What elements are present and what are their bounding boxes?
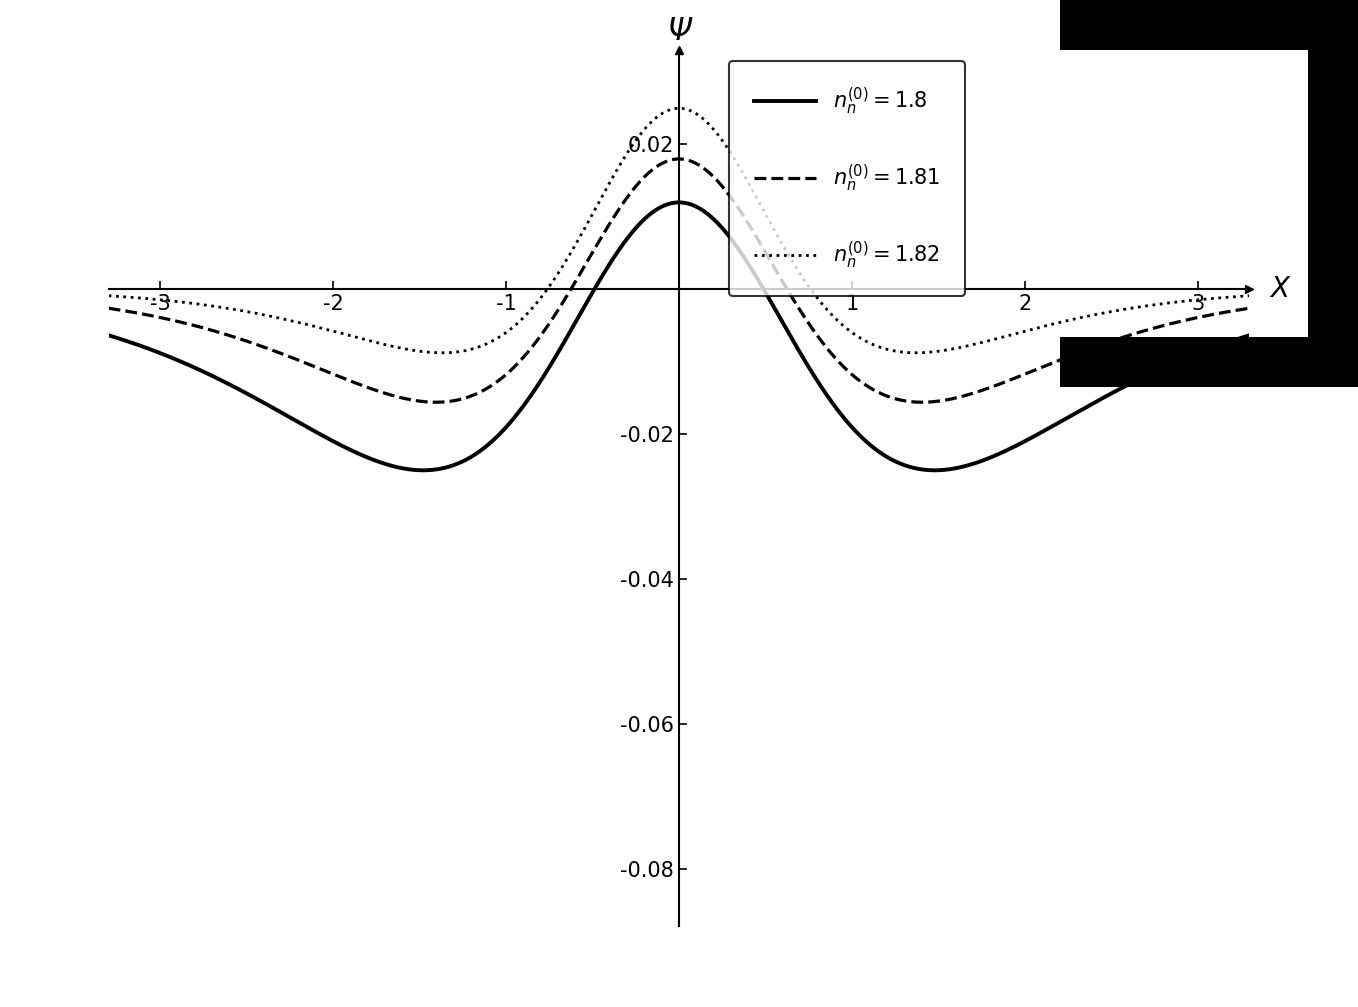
Bar <box>1308 0 1358 387</box>
Bar <box>1061 337 1358 387</box>
Text: Ψ: Ψ <box>667 16 691 45</box>
Legend: $n_n^{(0)}=1.8$, $n_n^{(0)}=1.81$, $n_n^{(0)}=1.82$: $n_n^{(0)}=1.8$, $n_n^{(0)}=1.81$, $n_n^… <box>729 60 966 296</box>
Text: X: X <box>1270 275 1289 303</box>
Bar <box>1061 0 1358 50</box>
